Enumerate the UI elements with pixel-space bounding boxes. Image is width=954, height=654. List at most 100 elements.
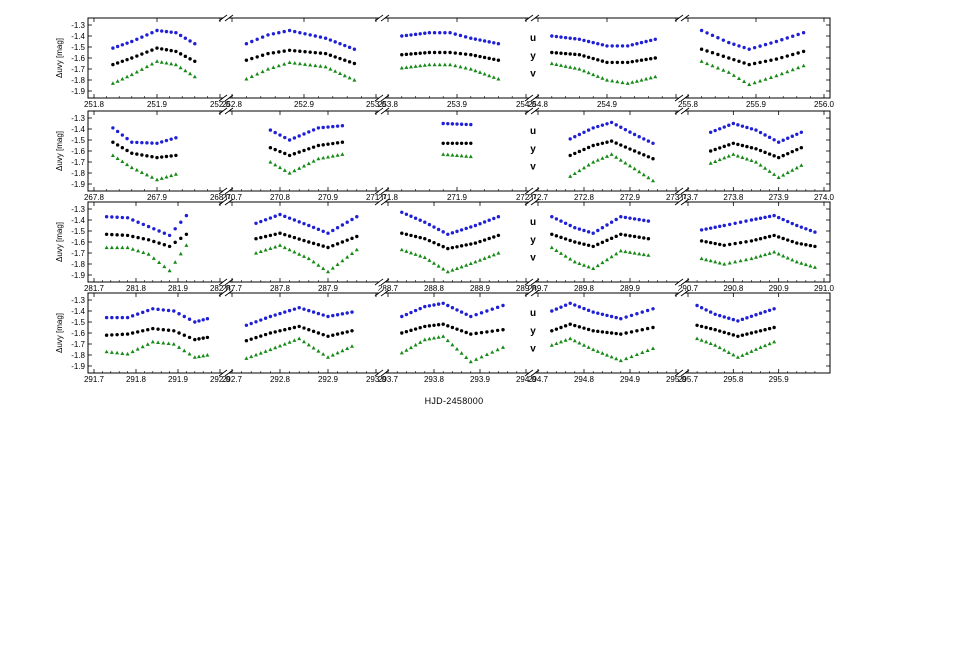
data-point-y <box>413 51 418 56</box>
data-point-u <box>441 230 445 234</box>
data-point-u <box>446 303 450 308</box>
data-point-y <box>458 51 463 56</box>
data-point-u <box>188 39 192 43</box>
data-point-y <box>146 328 150 332</box>
data-point-y <box>695 323 699 327</box>
data-point-v <box>605 154 609 158</box>
data-point-y <box>710 51 715 55</box>
data-point-u <box>630 43 634 47</box>
data-point-v <box>609 254 614 259</box>
data-point-v <box>340 152 345 156</box>
data-point-v <box>125 351 130 356</box>
data-point-y <box>244 339 249 343</box>
y-axis-label: Δuvy [mag] <box>55 131 64 171</box>
axis-break-mark <box>374 187 384 195</box>
data-point-v <box>263 247 268 252</box>
data-point-v <box>427 336 432 341</box>
data-point-u <box>586 308 591 313</box>
data-point-v <box>600 351 605 355</box>
data-point-u <box>162 231 167 235</box>
data-point-u <box>482 220 487 224</box>
data-point-y <box>563 51 568 56</box>
axis-break-mark <box>380 107 390 115</box>
y-tick-label: -1.5 <box>71 136 85 145</box>
data-point-v <box>605 353 609 357</box>
data-point-y <box>316 143 321 148</box>
data-point-u <box>350 310 354 314</box>
data-point-u <box>340 223 345 227</box>
y-tick-label: -1.3 <box>71 296 85 305</box>
data-point-u <box>125 216 130 220</box>
y-tick-label: -1.4 <box>71 32 85 41</box>
data-point-y <box>776 235 781 239</box>
data-point-u <box>651 307 655 311</box>
data-point-v <box>321 352 326 356</box>
data-point-y <box>260 53 265 57</box>
data-point-u <box>273 130 277 135</box>
data-point-v <box>549 245 554 250</box>
data-point-v <box>595 74 600 78</box>
data-point-v <box>149 175 154 179</box>
data-point-u <box>448 31 452 35</box>
data-point-y <box>559 51 563 55</box>
data-point-y <box>273 147 277 152</box>
data-point-y <box>758 237 763 241</box>
data-point-y <box>628 234 632 238</box>
data-point-y <box>135 330 140 334</box>
x-tick-label: 254.8 <box>528 100 549 109</box>
data-point-u <box>331 228 335 233</box>
data-point-v <box>640 350 645 355</box>
data-point-v <box>255 71 260 76</box>
data-point-v <box>136 248 141 253</box>
data-point-u <box>644 39 648 44</box>
data-point-y <box>287 234 292 238</box>
x-tick-label: 270.7 <box>222 193 243 202</box>
data-point-y <box>624 331 628 335</box>
y-tick-label: -1.6 <box>71 54 85 63</box>
data-point-y <box>266 51 270 56</box>
data-point-u <box>713 225 717 229</box>
data-point-u <box>559 305 563 309</box>
data-point-y <box>287 153 292 158</box>
data-point-u <box>250 39 254 44</box>
data-point-u <box>409 33 413 37</box>
data-point-y <box>586 243 591 247</box>
band-label-v: v <box>530 68 536 79</box>
data-point-y <box>591 56 595 61</box>
data-point-y <box>423 51 427 55</box>
data-point-u <box>316 227 321 232</box>
data-point-y <box>632 149 637 153</box>
data-point-y <box>188 57 192 61</box>
data-point-y <box>490 329 494 333</box>
x-tick-label: 272.8 <box>574 193 595 202</box>
data-point-y <box>335 141 340 145</box>
data-point-y <box>120 59 125 63</box>
data-point-v <box>614 251 619 256</box>
data-point-y <box>718 242 722 247</box>
data-point-v <box>455 346 459 351</box>
data-point-v <box>785 255 790 260</box>
axis-break-gap <box>529 15 535 21</box>
data-point-u <box>582 38 586 43</box>
data-point-v <box>645 348 650 353</box>
x-tick-label: 252.9 <box>294 100 315 109</box>
axis-break-gap <box>679 199 685 205</box>
data-point-u <box>413 32 418 37</box>
data-point-v <box>110 153 115 157</box>
x-tick-label: 295.7 <box>678 375 699 384</box>
data-point-u <box>469 314 473 319</box>
data-point-y <box>600 59 605 63</box>
data-point-u <box>619 317 623 321</box>
data-point-v <box>794 165 799 170</box>
data-point-y <box>619 143 623 147</box>
data-point-u <box>455 229 459 234</box>
data-point-u <box>331 313 335 318</box>
data-point-y <box>331 243 335 248</box>
panel-row: -1.3 -1.4 -1.5 -1.6 -1.7 -1.8 -1.9 Δuvy [mag] 28… <box>55 198 835 293</box>
data-point-u <box>400 314 404 319</box>
data-point-v <box>610 78 615 83</box>
data-point-v <box>292 168 297 173</box>
axis-break-gap <box>379 290 385 296</box>
data-point-y <box>302 326 306 330</box>
data-point-y <box>791 52 795 57</box>
